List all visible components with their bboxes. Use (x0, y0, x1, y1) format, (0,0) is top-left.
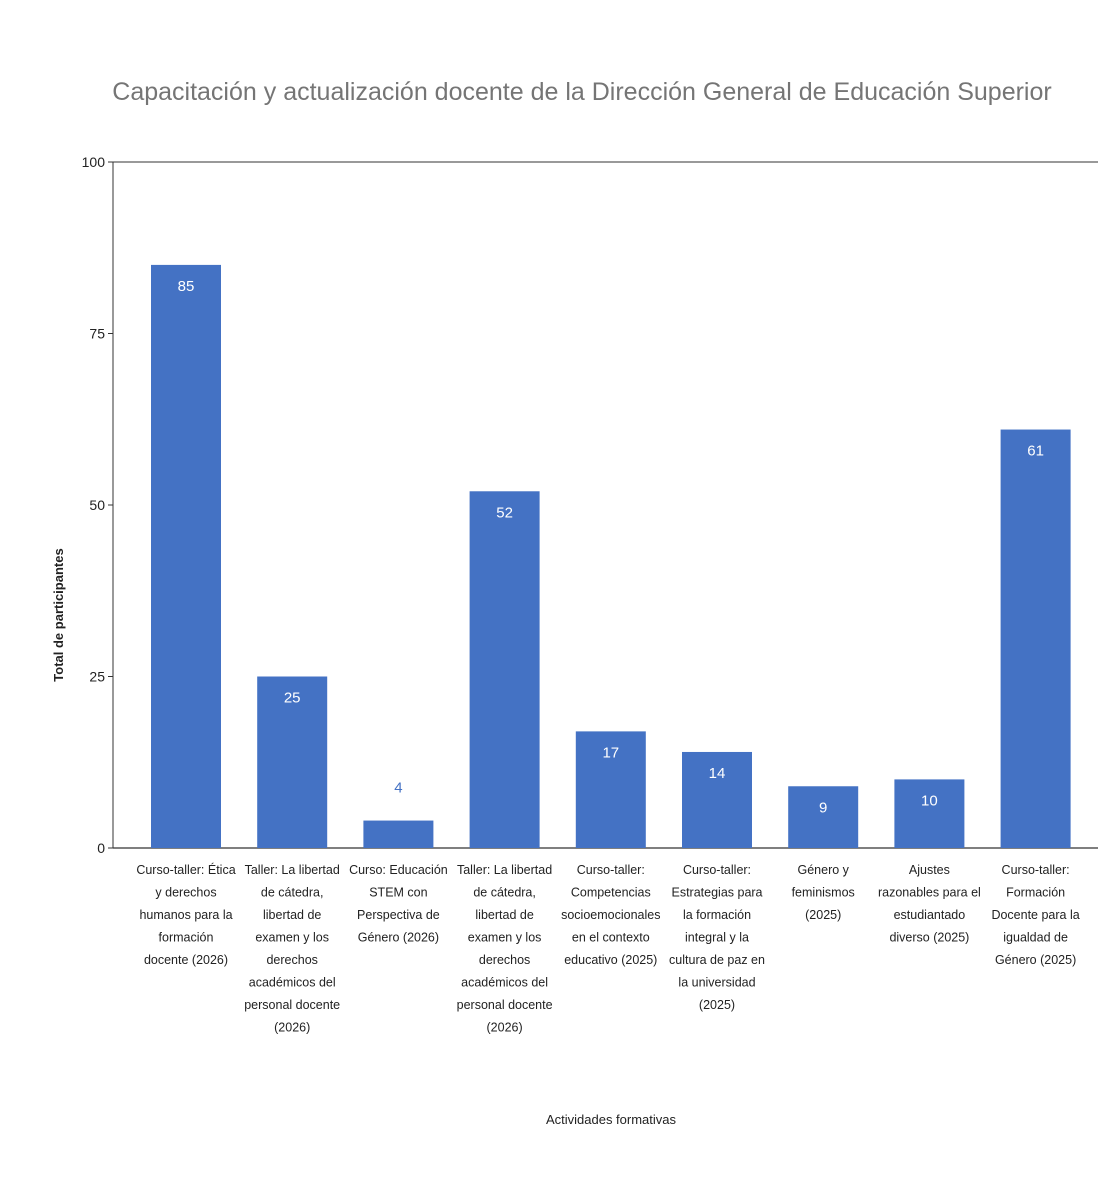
category-label-line: Taller: La libertad (245, 863, 340, 877)
category-label-line: Género (2025) (995, 953, 1076, 967)
category-label-line: Curso-taller: (1002, 863, 1070, 877)
category-label-line: Género (2026) (358, 931, 439, 945)
category-label-line: cultura de paz en (669, 953, 765, 967)
category-label-line: Docente para la (991, 908, 1079, 922)
category-label-line: Perspectiva de (357, 908, 440, 922)
bar (151, 264, 221, 848)
category-label-line: Formación (1006, 886, 1065, 900)
bar (894, 779, 965, 848)
category-label-line: Competencias (571, 886, 651, 900)
category-label-line: Estrategias para (671, 886, 762, 900)
category-label-line: la formación (683, 908, 751, 922)
category-label-line: Curso-taller: (577, 863, 645, 877)
category-label-line: diverso (2025) (889, 931, 969, 945)
category-label-line: personal docente (457, 998, 553, 1012)
y-tick-label: 25 (89, 669, 105, 685)
category-label: Taller: La libertad de cátedra, libertad d… (244, 863, 340, 1035)
category-label-line: estudiantado (894, 908, 966, 922)
data-label: 9 (819, 799, 827, 816)
category-labels: Curso-taller: Ética y derechos humanos par… (136, 862, 1079, 1035)
category-label-line: integral y la (685, 931, 749, 945)
y-tick-label: 0 (97, 840, 105, 856)
category-label-line: razonables para el (878, 886, 981, 900)
category-label-line: libertad de (263, 908, 321, 922)
data-label: 17 (602, 744, 619, 761)
category-label-line: de cátedra, (473, 886, 536, 900)
bars (151, 264, 1071, 848)
category-label-line: Curso-taller: (683, 863, 751, 877)
bar (682, 751, 752, 848)
category-label-line: examen y los (468, 931, 542, 945)
category-label-line: socioemocionales (561, 908, 660, 922)
category-label-line: Taller: La libertad (457, 863, 552, 877)
data-label: 25 (284, 690, 301, 707)
category-label-line: y derechos (155, 886, 216, 900)
category-label-line: educativo (2025) (564, 953, 657, 967)
category-label-line: Género y (797, 863, 849, 877)
category-label: Ajustes razonables para el estudiantado div… (878, 863, 981, 945)
bar (469, 491, 540, 848)
category-label-line: Curso: Educación (349, 863, 448, 877)
category-label-line: STEM con (369, 886, 427, 900)
category-label-line: académicos del (461, 976, 548, 990)
y-tick-label: 75 (89, 326, 105, 342)
category-label-line: la universidad (678, 976, 755, 990)
category-label-line: Curso-taller: Ética (136, 862, 235, 877)
bar (788, 786, 859, 848)
bar (1000, 429, 1071, 848)
category-label-line: (2025) (699, 998, 735, 1012)
data-label: 85 (178, 278, 195, 295)
data-label: 14 (709, 765, 726, 782)
category-label-line: (2026) (274, 1021, 310, 1035)
category-label-line: Ajustes (909, 863, 950, 877)
y-axis-title: Total de participantes (51, 548, 66, 681)
category-label-line: docente (2026) (144, 953, 228, 967)
category-label: Curso: Educación STEM con Perspectiva de Gé… (349, 863, 448, 945)
category-label: Taller: La libertad de cátedra, libertad d… (457, 863, 553, 1035)
data-label: 61 (1027, 443, 1044, 460)
category-label: Género y feminismos (2025) (792, 863, 855, 922)
category-label: Curso-taller: Estrategias para la formació… (669, 863, 765, 1012)
category-label-line: derechos (479, 953, 530, 967)
bar (257, 676, 328, 848)
category-label: Curso-taller: Formación Docente para la igu… (991, 863, 1079, 967)
category-label-line: examen y los (255, 931, 329, 945)
chart-title: Capacitación y actualización docente de … (112, 78, 1051, 106)
category-label-line: formación (159, 931, 214, 945)
data-label: 10 (921, 792, 938, 809)
y-tick-label: 50 (89, 497, 105, 513)
category-label-line: en el contexto (572, 931, 650, 945)
data-label: 52 (496, 504, 513, 521)
x-axis-title: Actividades formativas (546, 1112, 677, 1127)
category-label-line: (2025) (805, 908, 841, 922)
category-label: Curso-taller: Competencias socioemocionale… (561, 863, 660, 967)
category-label-line: derechos (266, 953, 317, 967)
bar (363, 820, 434, 848)
category-label-line: humanos para la (139, 908, 232, 922)
category-label-line: libertad de (475, 908, 533, 922)
category-label: Curso-taller: Ética y derechos humanos par… (136, 862, 235, 967)
data-label: 4 (394, 780, 402, 797)
category-label-line: de cátedra, (261, 886, 324, 900)
category-label-line: igualdad de (1003, 931, 1068, 945)
y-tick-label: 100 (82, 154, 106, 170)
category-label-line: personal docente (244, 998, 340, 1012)
category-label-line: académicos del (249, 976, 336, 990)
category-label-line: feminismos (792, 886, 855, 900)
bar (575, 731, 646, 848)
category-label-line: (2026) (487, 1021, 523, 1035)
data-labels: 85 25 4 52 17 14 9 10 61 (178, 278, 1044, 816)
